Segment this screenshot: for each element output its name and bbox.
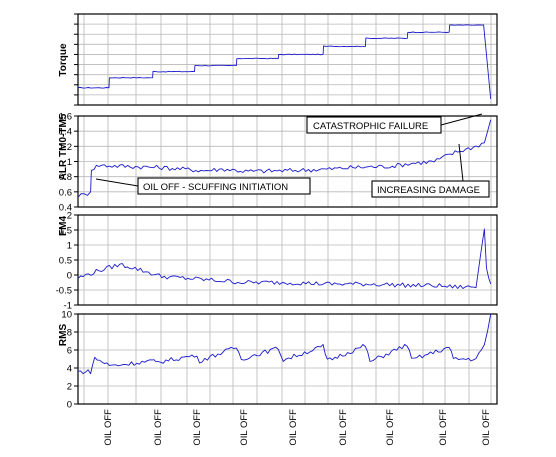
annotation-pointer bbox=[95, 178, 139, 187]
data-series-line bbox=[78, 24, 492, 99]
y-tick-label: 1.6 bbox=[59, 112, 72, 123]
y-tick-label: 0 bbox=[67, 400, 72, 411]
x-category-label: OIL OFF bbox=[153, 409, 164, 446]
x-category-label: OIL OFF bbox=[192, 409, 203, 446]
annotation-box bbox=[137, 177, 311, 195]
y-tick-label: 1.4 bbox=[59, 127, 72, 138]
y-axis-label: Torque bbox=[58, 43, 69, 77]
y-axis-label: RMS bbox=[58, 324, 69, 347]
y-tick-label: 10 bbox=[61, 310, 72, 321]
x-category-label: OIL OFF bbox=[481, 409, 492, 446]
y-tick-label: 0.4 bbox=[59, 203, 72, 214]
chart-panel-4: 10 8 6 4 2 0 RMS bbox=[58, 310, 498, 411]
annotation-text: CATASTROPHIC FAILURE bbox=[313, 121, 428, 132]
y-tick-label: 2 bbox=[67, 382, 72, 393]
annotation-pointer bbox=[440, 113, 483, 126]
y-axis-label: ALR TM0-TM5 bbox=[58, 113, 69, 180]
y-tick-label: 6 bbox=[67, 346, 72, 357]
y-tick-label: 1.5 bbox=[59, 226, 72, 237]
x-category-label: OIL OFF bbox=[438, 409, 449, 446]
y-tick-label: -0.5 bbox=[56, 286, 72, 297]
data-series-line bbox=[77, 313, 492, 375]
y-tick-label: 1 bbox=[67, 241, 72, 252]
plot-frame bbox=[77, 313, 498, 405]
x-category-label: OIL OFF bbox=[338, 409, 349, 446]
data-series-line bbox=[77, 119, 492, 198]
plot-frame bbox=[77, 214, 498, 306]
annotation-pointer bbox=[458, 143, 464, 182]
y-tick-label: 0.6 bbox=[59, 187, 72, 198]
y-tick-label: 0 bbox=[67, 271, 72, 282]
y-tick-label: 1 bbox=[67, 157, 72, 168]
chart-panel-3: 2 1.5 1 0.5 0 -0.5 -1 FM4 bbox=[56, 211, 498, 312]
annotation-2: OIL OFF - SCUFFING INITIATION bbox=[95, 177, 311, 195]
x-category-label: OIL OFF bbox=[103, 409, 114, 446]
y-tick-label: 0.5 bbox=[59, 256, 72, 267]
y-tick-label: 1.2 bbox=[59, 142, 72, 153]
plot-frame bbox=[77, 13, 498, 106]
x-category-label: OIL OFF bbox=[288, 409, 299, 446]
annotation-box bbox=[371, 180, 490, 198]
annotation-3: INCREASING DAMAGE bbox=[371, 143, 490, 198]
annotation-box bbox=[306, 116, 442, 134]
annotation-text: INCREASING DAMAGE bbox=[377, 185, 480, 196]
x-category-label: OIL OFF bbox=[385, 409, 396, 446]
y-tick-label: 0.8 bbox=[59, 172, 72, 183]
annotation-text: OIL OFF - SCUFFING INITIATION bbox=[143, 182, 288, 193]
annotation-1: CATASTROPHIC FAILURE bbox=[306, 113, 483, 134]
y-tick-label: 4 bbox=[67, 364, 72, 375]
data-series-line bbox=[77, 228, 492, 289]
y-tick-label: -1 bbox=[64, 301, 72, 312]
chart-panel-1: Torque bbox=[58, 13, 498, 106]
y-tick-label: 8 bbox=[67, 328, 72, 339]
plot-frame bbox=[77, 115, 498, 208]
x-category-label: OIL OFF bbox=[239, 409, 250, 446]
y-tick-label: 2 bbox=[67, 211, 72, 222]
y-axis-label: FM4 bbox=[58, 216, 69, 236]
